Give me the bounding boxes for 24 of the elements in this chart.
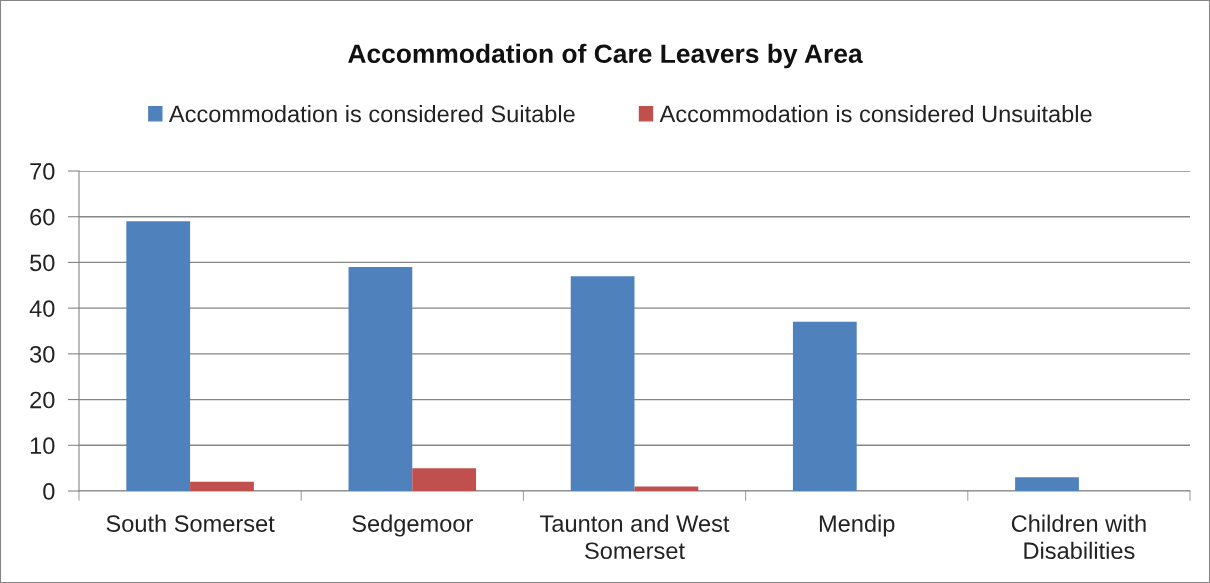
y-tick-label: 20 xyxy=(30,391,55,409)
y-tick-label: 50 xyxy=(30,254,55,272)
x-tick-label: Children with Disabilities xyxy=(1011,514,1146,560)
bar xyxy=(634,486,699,491)
x-tick-label: Mendip xyxy=(819,514,895,537)
y-tick-label: 60 xyxy=(30,208,55,226)
bar xyxy=(348,267,413,491)
y-tick-label: 70 xyxy=(30,163,55,180)
y-tick-label: 10 xyxy=(30,437,55,455)
legend-label: Accommodation is considered Unsuitable xyxy=(659,105,1092,123)
bar xyxy=(792,321,857,491)
bar xyxy=(412,468,477,491)
x-tick-label: Sedgemoor xyxy=(352,514,473,537)
y-tick-label: 30 xyxy=(30,345,55,363)
x-tick-label: Taunton and West Somerset xyxy=(540,514,730,560)
legend-label: Accommodation is considered Suitable xyxy=(168,105,575,123)
bar xyxy=(126,221,191,491)
x-tick-label: South Somerset xyxy=(106,514,275,532)
bar xyxy=(190,481,254,491)
y-tick-label: 40 xyxy=(29,300,55,317)
y-tick-label: 0 xyxy=(43,483,55,500)
chart-title: Accommodation of Care Leavers by Area xyxy=(348,43,863,69)
bar xyxy=(1015,477,1079,491)
bar xyxy=(570,276,635,491)
